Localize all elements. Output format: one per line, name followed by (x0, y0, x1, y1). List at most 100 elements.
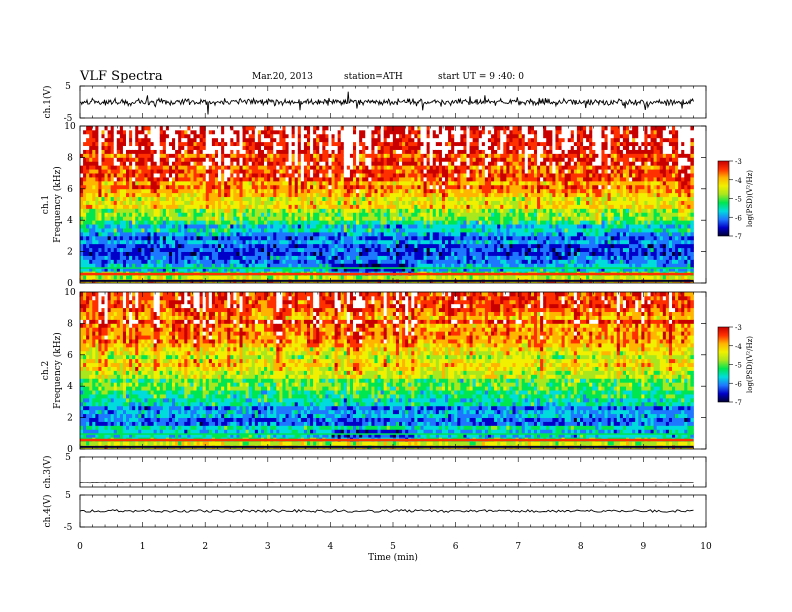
spectrogram-cell (319, 192, 323, 198)
spectrogram-cell (377, 184, 382, 190)
spectrogram-cell (414, 275, 418, 280)
spectrogram-cell (346, 247, 351, 253)
spectrogram-cell (306, 259, 311, 264)
spectrogram-cell (340, 153, 345, 158)
spectrogram-cell (92, 259, 96, 264)
spectrogram-cell (319, 157, 323, 162)
spectrogram-cell (233, 180, 237, 186)
spectrogram-cell (310, 200, 314, 205)
spectrogram-cell (227, 157, 231, 162)
spectrogram-cell (356, 153, 360, 158)
spectrogram-cell (239, 145, 243, 150)
spectrogram-cell (414, 239, 418, 245)
spectrogram-cell (101, 161, 105, 166)
spectrogram-cell (402, 192, 406, 198)
spectrogram-cell (98, 263, 102, 268)
spectrogram-cell (221, 220, 225, 225)
spectrogram-cell (297, 243, 302, 249)
spectrogram-cell (328, 251, 332, 256)
spectrogram-cell (448, 231, 452, 237)
spectrogram-cell (101, 153, 105, 158)
spectrogram-cell (224, 220, 228, 225)
spectrogram-cell (153, 275, 158, 280)
spectrogram-cell (86, 212, 90, 217)
spectrogram-cell (389, 247, 394, 253)
spectrogram-cell (417, 216, 421, 221)
spectrogram-cell (110, 145, 115, 150)
spectrogram-cell (414, 126, 418, 131)
spectrogram-cell (334, 275, 339, 280)
spectrogram-cell (288, 200, 293, 205)
spectrogram-cell (389, 129, 394, 135)
spectrogram-cell (310, 243, 314, 249)
spectrogram-cell (156, 129, 161, 135)
spectrogram-cell (227, 251, 231, 256)
spectrogram-cell (202, 196, 207, 201)
spectrogram-cell (282, 137, 286, 143)
spectrogram-cell (451, 169, 455, 174)
spectrogram-cell (334, 188, 339, 194)
spectrogram-cell (276, 275, 280, 280)
spectrogram-cell (184, 184, 188, 190)
spectrogram-cell (374, 192, 378, 198)
spectrogram-cell (264, 251, 268, 256)
spectrogram-cell (414, 231, 418, 237)
spectrogram-cell (288, 255, 293, 260)
spectrogram-cell (389, 231, 394, 237)
spectrogram-cell (251, 220, 256, 225)
spectrogram-cell (411, 200, 415, 205)
spectrogram-cell (325, 137, 329, 143)
spectrogram-cell (448, 129, 452, 135)
spectrogram-cell (297, 231, 302, 237)
spectrogram-cell (282, 255, 286, 260)
spectrogram-cell (92, 133, 96, 139)
spectrogram-cell (165, 255, 170, 260)
spectrogram-cell (126, 192, 130, 198)
spectrogram-cell (193, 196, 197, 201)
spectrogram-cell (175, 161, 179, 166)
spectrogram-cell (233, 165, 237, 170)
spectrogram-cell (254, 177, 259, 182)
spectrogram-cell (303, 157, 308, 162)
spectrogram-cell (362, 192, 366, 198)
spectrogram-cell (147, 275, 151, 280)
spectrogram-cell (457, 231, 461, 237)
spectrogram-cell (392, 251, 397, 256)
spectrogram-cell (236, 196, 240, 201)
spectrogram-cell (86, 208, 90, 213)
spectrogram-cell (218, 239, 222, 245)
spectrogram-cell (316, 263, 320, 268)
spectrogram-cell (165, 235, 170, 241)
spectrogram-cell (264, 243, 268, 249)
spectrogram-cell (334, 192, 339, 198)
spectrogram-cell (310, 133, 314, 139)
spectrogram-cell (368, 216, 372, 221)
spectrogram-cell (110, 129, 115, 135)
spectrogram-cell (119, 188, 124, 194)
spectrogram-cell (129, 149, 133, 154)
spectrogram-cell (86, 145, 90, 150)
spectrogram-cell (383, 133, 388, 139)
spectrogram-cell (340, 255, 345, 260)
spectrogram-cell (362, 165, 366, 170)
spectrogram-cell (107, 224, 112, 229)
spectrogram-cell (294, 177, 299, 182)
spectrogram-cell (257, 259, 262, 264)
spectrogram-cell (395, 275, 400, 280)
spectrogram-cell (205, 267, 210, 272)
spectrogram-cell (451, 196, 455, 201)
spectrogram-cell (126, 161, 130, 166)
spectrogram-cell (184, 161, 188, 166)
spectrogram-cell (306, 137, 311, 143)
spectrogram-cell (122, 129, 127, 135)
spectrogram-cell (322, 196, 326, 201)
spectrogram-cell (221, 251, 225, 256)
spectrogram-cell (310, 220, 314, 225)
spectrogram-cell (294, 263, 299, 268)
spectrogram-cell (147, 196, 151, 201)
spectrogram-cell (349, 239, 354, 245)
spectrogram-cell (451, 188, 455, 194)
spectrogram-cell (144, 165, 148, 170)
spectrogram-cell (135, 200, 139, 205)
spectrogram-cell (279, 165, 283, 170)
